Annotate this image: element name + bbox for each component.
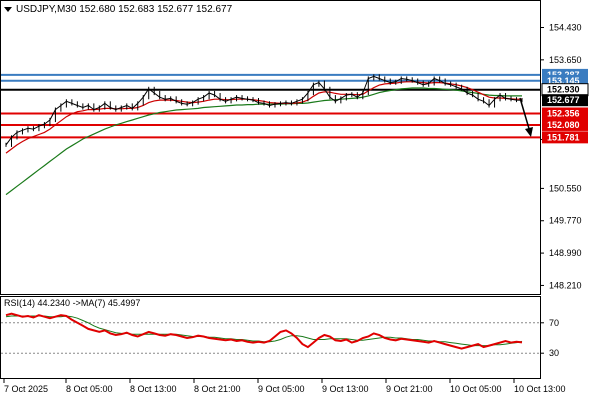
tag-box <box>542 94 588 107</box>
ohlc-high: 152.683 <box>118 4 155 15</box>
price-axis: 154.430153.650151.730150.550149.770148.9… <box>540 22 582 290</box>
tag-label: 152.930 <box>547 85 580 95</box>
ohlc-low: 152.677 <box>157 4 194 15</box>
tag-label: 151.781 <box>547 132 580 142</box>
price-axis-label: 154.430 <box>549 22 582 32</box>
price-axis-label: 153.650 <box>549 55 582 65</box>
rsi-axis-label: 70 <box>549 318 559 328</box>
price-levels <box>1 73 540 139</box>
rsi-line <box>5 312 523 350</box>
time-axis-label: 9 Oct 05:00 <box>258 384 305 394</box>
price-pane-frame <box>0 0 541 295</box>
tag-label: 152.080 <box>547 120 580 130</box>
time-axis-label: 8 Oct 05:00 <box>66 384 113 394</box>
time-axis-label: 8 Oct 21:00 <box>194 384 241 394</box>
rsi-ma-label: ->MA(7) 45.4997 <box>72 298 141 308</box>
dropdown-triangle-icon[interactable] <box>4 6 12 12</box>
time-axis-label: 9 Oct 21:00 <box>386 384 433 394</box>
time-axis-label: 9 Oct 13:00 <box>322 384 369 394</box>
tag-label: 152.356 <box>547 109 580 119</box>
support-tag: 152.356 <box>542 107 588 120</box>
rsi_ma-line <box>5 315 523 347</box>
symbol-timeframe: USDJPY,M30 <box>16 4 77 15</box>
tag-label: 153.145 <box>547 76 580 86</box>
tag-box <box>542 131 588 144</box>
time-axis-label: 10 Oct 05:00 <box>450 384 502 394</box>
price-axis-label: 149.770 <box>549 216 582 226</box>
time-axis-label: 7 Oct 2025 <box>4 384 48 394</box>
ohlc-open: 152.680 <box>79 4 116 15</box>
price-axis-label: 148.210 <box>549 280 582 290</box>
time-axis: 7 Oct 2025 8 Oct 05:00 8 Oct 13:00 8 Oct 21… <box>3 379 566 394</box>
tag-box <box>542 118 588 131</box>
chart-header: USDJPY,M30 152.680 152.683 152.677 152.6… <box>4 4 232 16</box>
rsi-levels <box>1 322 540 354</box>
pivot-tag: 152.930 <box>541 83 589 97</box>
price-axis-label: 150.550 <box>549 183 582 193</box>
rsi-pane-frame <box>0 296 541 379</box>
price-tag: 152.677 <box>542 94 588 107</box>
time-axis-label: 8 Oct 13:00 <box>130 384 177 394</box>
price-series <box>5 74 523 196</box>
support-tag: 151.781 <box>542 131 588 144</box>
level-tags: 153.287153.145152.930152.677152.356152.0… <box>541 68 589 144</box>
rsi-axis-label: 30 <box>549 348 559 358</box>
tag-box <box>542 107 588 120</box>
ohlc-close: 152.677 <box>196 4 233 15</box>
rsi-series <box>5 312 523 350</box>
rsi-axis: 70 30 <box>540 318 559 358</box>
price-axis-label: 148.990 <box>549 248 582 258</box>
tag-label: 152.677 <box>547 95 580 105</box>
rsi-header: RSI(14) 44.2340 ->MA(7) 45.4997 <box>4 298 140 309</box>
forecast-arrow <box>519 97 533 137</box>
time-axis-label: 10 Oct 13:00 <box>514 384 566 394</box>
ma_fast-line <box>5 81 522 154</box>
rsi-label: RSI(14) 44.2340 <box>4 298 71 308</box>
support-tag: 152.080 <box>542 118 588 131</box>
